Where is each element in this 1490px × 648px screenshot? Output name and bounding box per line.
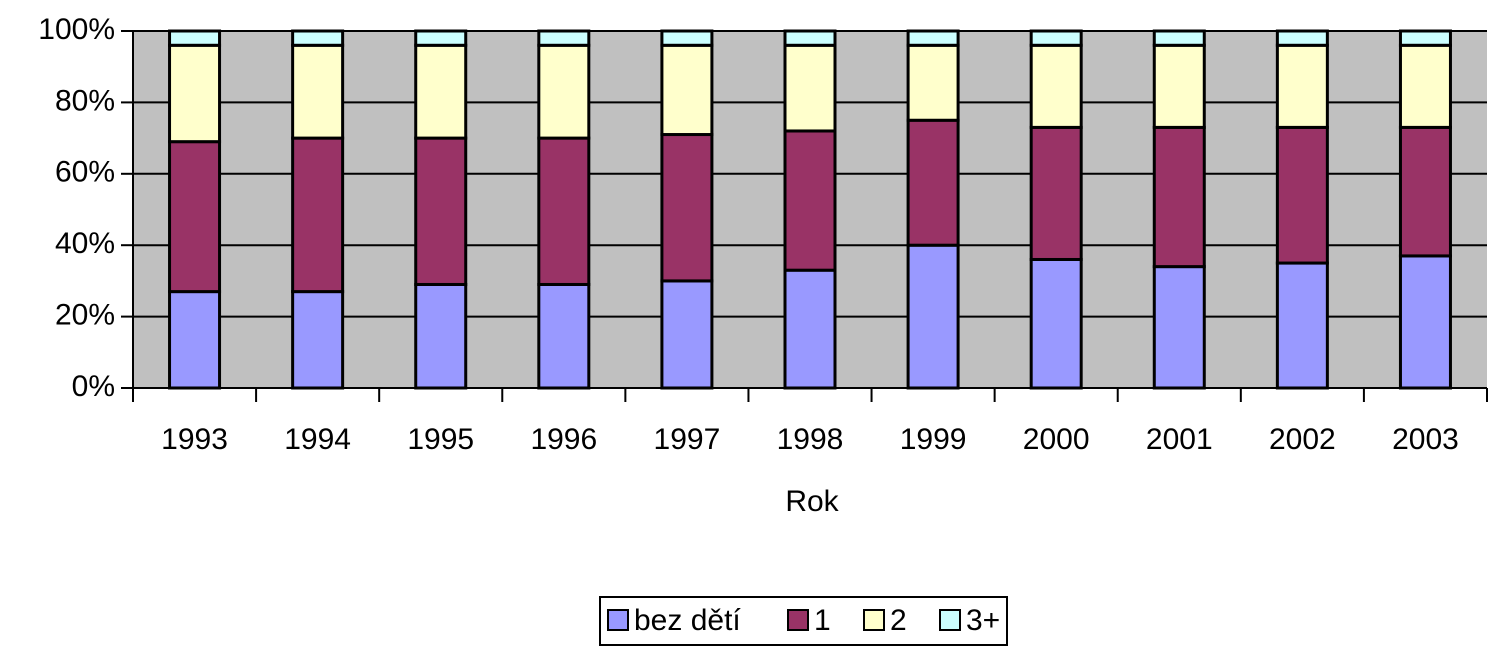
bar-segment	[660, 279, 714, 390]
bar-segment	[660, 29, 714, 47]
legend-label: 3+	[966, 604, 1000, 637]
bar-segment	[1398, 125, 1452, 258]
bar-segment	[660, 133, 714, 283]
bar-segment	[660, 43, 714, 137]
bar-segment	[537, 29, 591, 47]
legend-label: 1	[814, 604, 831, 637]
bar-segment	[906, 43, 960, 122]
bar-segment	[537, 136, 591, 286]
bar-segment	[906, 118, 960, 247]
bar-segment	[906, 243, 960, 390]
bar-segment	[414, 282, 468, 390]
y-tick-label: 100%	[38, 13, 115, 46]
x-tick-label: 1996	[530, 423, 597, 456]
x-tick-label: 1999	[900, 423, 967, 456]
y-tick-label: 80%	[55, 84, 115, 117]
y-tick-label: 20%	[55, 299, 115, 332]
legend-label: bez dětí	[634, 604, 741, 637]
legend-label: 2	[890, 604, 907, 637]
bar-segment	[291, 43, 345, 140]
bar-segment	[168, 43, 222, 144]
bar-segment	[1275, 261, 1329, 390]
bar-segment	[537, 43, 591, 140]
legend-swatch	[607, 609, 629, 631]
bar-segment	[291, 29, 345, 47]
bar-segment	[168, 140, 222, 294]
x-tick-label: 1993	[161, 423, 228, 456]
bar-segment	[291, 290, 345, 390]
legend-swatch	[939, 609, 961, 631]
bar-segment	[1029, 29, 1083, 47]
bar-segment	[1152, 125, 1206, 269]
legend-swatch	[863, 609, 885, 631]
bar-segment	[1029, 43, 1083, 129]
bar-segment	[414, 136, 468, 286]
x-tick-label: 2002	[1269, 423, 1336, 456]
bar-segment	[1398, 254, 1452, 390]
bar-segment	[1152, 43, 1206, 129]
y-tick-label: 60%	[55, 156, 115, 189]
bar-segment	[1152, 29, 1206, 47]
y-tick-label: 40%	[55, 227, 115, 260]
y-tick-label: 0%	[72, 370, 115, 403]
bar-segment	[1029, 257, 1083, 390]
bar-segment	[1275, 43, 1329, 129]
bar-segment	[537, 282, 591, 390]
x-tick-label: 1994	[284, 423, 351, 456]
bar-segment	[1275, 29, 1329, 47]
bar-segment	[783, 43, 837, 133]
bar-segment	[783, 268, 837, 390]
bar-segment	[1029, 125, 1083, 261]
bar-segment	[1398, 29, 1452, 47]
bar-segment	[906, 29, 960, 47]
bar-segment	[414, 43, 468, 140]
bar-segment	[168, 29, 222, 47]
bar-segment	[1152, 265, 1206, 390]
bar-segment	[414, 29, 468, 47]
bar-segment	[1398, 43, 1452, 129]
bar-segment	[783, 129, 837, 272]
x-tick-label: 1995	[407, 423, 474, 456]
x-axis-label: Rok	[785, 485, 839, 518]
bar-segment	[1275, 125, 1329, 265]
bar-segment	[168, 290, 222, 390]
x-tick-label: 1998	[777, 423, 844, 456]
bar-segment	[291, 136, 345, 294]
bar-segment	[783, 29, 837, 47]
x-tick-label: 2000	[1023, 423, 1090, 456]
x-tick-label: 2001	[1146, 423, 1213, 456]
x-tick-label: 2003	[1392, 423, 1459, 456]
x-tick-label: 1997	[654, 423, 721, 456]
legend-swatch	[787, 609, 809, 631]
